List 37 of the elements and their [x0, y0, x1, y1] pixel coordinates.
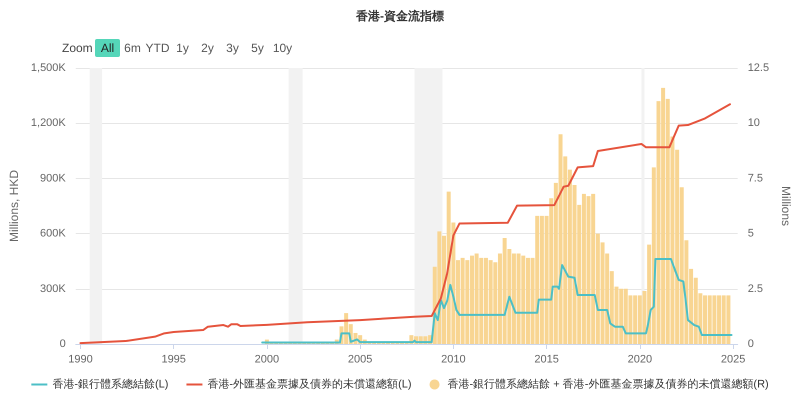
y2-tick-label: 12.5 — [748, 62, 770, 74]
y-tick-label: 0 — [60, 338, 66, 350]
y2-tick-label: 0 — [748, 338, 754, 350]
y-tick-label: 1,500K — [30, 62, 66, 74]
x-tick-label: 2020 — [628, 354, 652, 366]
y-tick-label: 1,200K — [30, 117, 66, 130]
y2-tick-label: 2.5 — [748, 282, 763, 295]
x-tick-label: 2000 — [254, 354, 280, 366]
range-button[interactable]: 5y — [245, 39, 270, 57]
range-button[interactable]: YTD — [145, 39, 170, 57]
chart-title: 香港-資金流指標 — [355, 9, 444, 23]
y2-tick-label: 5 — [748, 228, 754, 240]
x-tick-label: 2005 — [348, 354, 372, 366]
x-tick-label: 2015 — [534, 354, 559, 366]
x-tick-label: 1995 — [161, 354, 186, 366]
x-tick-label: 1990 — [68, 354, 93, 366]
range-button[interactable]: 2y — [195, 39, 220, 57]
y2-tick-label: 7.5 — [748, 172, 763, 184]
y2-axis-title: Millions — [779, 186, 793, 226]
line-series — [261, 258, 733, 344]
range-button[interactable]: All — [95, 39, 120, 57]
x-tick-label: 2025 — [720, 354, 746, 366]
range-button[interactable]: 6m — [120, 39, 145, 57]
line-series — [79, 103, 731, 344]
x-tick-label: 2010 — [441, 354, 466, 366]
y2-tick-label: 10 — [748, 117, 760, 130]
y-tick-label: 600K — [40, 228, 66, 240]
y-tick-label: 300K — [40, 282, 66, 295]
legend-label: 香港-銀行體系總結餘(L) — [52, 378, 168, 390]
range-button[interactable]: 10y — [270, 39, 295, 57]
y-tick-label: 900K — [40, 172, 66, 184]
legend-label: 香港-銀行體系總結餘 + 香港-外匯基金票據及債券的未償還總額(R) — [448, 378, 769, 390]
range-button[interactable]: 1y — [170, 39, 195, 57]
text: Zoom — [62, 40, 94, 57]
y-axis-title: Millions, HKD — [7, 170, 21, 242]
legend-label: 香港-外匯基金票據及債券的未償還總額(L) — [207, 378, 412, 390]
range-button[interactable]: 3y — [220, 39, 245, 57]
